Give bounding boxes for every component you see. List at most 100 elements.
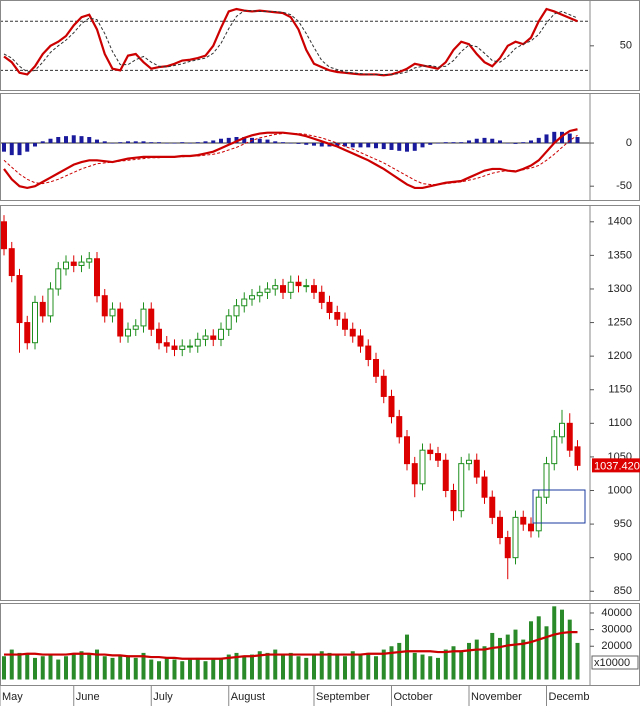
candle-body: [63, 261, 69, 270]
candle-body: [202, 335, 209, 340]
histogram-bar: [102, 141, 107, 144]
volume-bar: [265, 652, 270, 680]
macd-line: [3, 133, 578, 185]
candle-body: [388, 395, 395, 418]
candle-body: [125, 328, 131, 337]
candle-body: [179, 345, 186, 350]
histogram-bar: [40, 141, 45, 144]
x-tick-label: December: [549, 691, 600, 703]
y-tick-label: 900: [614, 552, 632, 564]
histogram-bar: [529, 140, 533, 144]
candle-body: [287, 281, 294, 293]
histogram-bar: [335, 143, 340, 147]
volume-bar: [48, 654, 53, 680]
candle-body: [47, 288, 54, 317]
histogram-bar: [451, 142, 456, 144]
unit-box: [591, 655, 639, 670]
candle-body: [39, 301, 46, 317]
histogram-bar: [79, 136, 84, 144]
y-tick-label: 1400: [608, 216, 632, 228]
y-tick-label: 1350: [608, 249, 632, 261]
volume-bar: [234, 652, 239, 680]
candle-body: [16, 275, 23, 324]
histogram-bar: [312, 143, 316, 146]
histogram-bar: [420, 143, 425, 148]
volume-bar: [505, 634, 510, 680]
histogram-bar: [71, 135, 76, 144]
volume-bar: [133, 657, 138, 680]
histogram-bar: [118, 142, 123, 144]
candle-body: [233, 305, 240, 317]
candle-body: [404, 436, 410, 465]
histogram-bar: [172, 143, 177, 144]
volume-bar: [226, 654, 231, 680]
y-tick-label: 850: [614, 585, 632, 597]
histogram-bar: [25, 143, 30, 152]
candle-body: [427, 449, 434, 455]
panel-plot: [0, 7, 590, 77]
volume-bar: [529, 621, 533, 680]
histogram-bar: [521, 142, 526, 144]
volume-bar: [304, 657, 309, 680]
last-price-box: [592, 458, 640, 473]
x-tick-label: August: [231, 691, 265, 703]
volume-bar: [366, 652, 371, 680]
volume-bar: [281, 654, 285, 680]
volume-bar: [157, 661, 161, 680]
candle-body: [249, 295, 255, 300]
histogram-bar: [343, 143, 347, 147]
volume-bar: [312, 654, 316, 680]
histogram-bar: [358, 143, 363, 148]
histogram-bar: [56, 137, 61, 144]
volume-bar: [25, 654, 30, 680]
candle-body: [32, 301, 38, 344]
candle-body: [473, 459, 480, 478]
unit-label: x10000: [594, 657, 630, 669]
volume-bar: [219, 657, 223, 680]
candle-body: [295, 281, 302, 287]
volume-bar: [257, 651, 262, 680]
y-tick-label: -50: [616, 180, 632, 192]
y-tick-label: 1150: [608, 384, 632, 396]
candle-body: [218, 328, 224, 340]
histogram-bar: [87, 137, 92, 144]
volume-bar: [102, 656, 107, 680]
volume-bar: [544, 626, 549, 680]
volume-bar: [211, 659, 216, 680]
histogram-bar: [397, 143, 402, 151]
histogram-bar: [482, 137, 487, 144]
volume-bar: [428, 656, 433, 680]
candle-body: [489, 496, 496, 518]
volume-bar: [273, 649, 278, 680]
candle-body: [342, 318, 348, 330]
y-tick-label: 1250: [608, 316, 632, 328]
candle-body: [148, 308, 155, 330]
candle-body: [535, 496, 542, 532]
histogram-bar: [389, 143, 394, 150]
volume-bar: [79, 651, 84, 680]
histogram-bar: [467, 140, 471, 144]
volume-bar: [467, 642, 471, 680]
candle-body: [303, 285, 310, 288]
y-tick-label: 30000: [601, 624, 632, 636]
volume-bar: [319, 651, 324, 680]
annotation-box: [532, 489, 586, 524]
x-tick-label: May: [2, 691, 23, 703]
histogram-bar: [288, 143, 293, 144]
candle-body: [140, 308, 147, 327]
panel-plot: [2, 606, 580, 680]
volume-bar: [343, 656, 347, 680]
histogram-bar: [498, 140, 502, 144]
histogram-bar: [304, 143, 309, 145]
histogram-bar: [405, 143, 409, 152]
volume-bar: [17, 652, 22, 680]
histogram-bar: [381, 143, 386, 150]
volume-bar: [405, 634, 409, 680]
candle-body: [86, 258, 93, 263]
x-tick-label: September: [316, 691, 370, 703]
candle-body: [117, 308, 124, 337]
candle-body: [349, 328, 356, 337]
y-tick-label: 20000: [601, 640, 632, 652]
